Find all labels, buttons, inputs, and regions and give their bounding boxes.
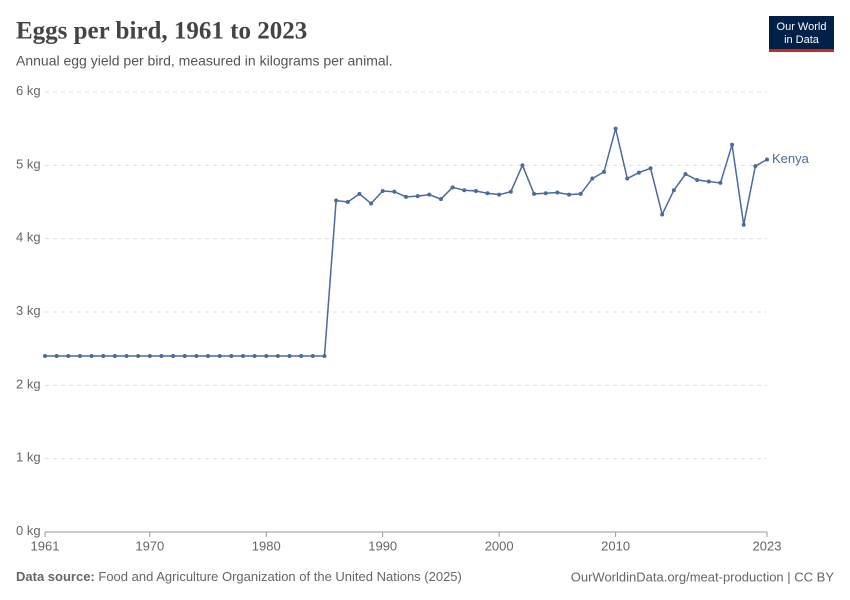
data-point <box>54 354 59 358</box>
data-point <box>753 164 758 169</box>
series-label: Kenya <box>772 151 810 166</box>
source-url[interactable]: OurWorldinData.org/meat-production | CC … <box>571 569 835 584</box>
data-point <box>625 176 630 181</box>
data-point <box>404 194 408 199</box>
data-point <box>450 185 455 190</box>
data-point <box>287 354 292 358</box>
data-point <box>671 188 676 193</box>
data-point <box>206 354 211 358</box>
data-point <box>240 354 245 358</box>
y-tick-label: 3 kg <box>16 303 41 318</box>
y-tick-label: 0 kg <box>16 523 41 538</box>
data-point <box>264 354 269 358</box>
data-point <box>473 189 478 193</box>
data-point <box>427 192 432 197</box>
data-point <box>741 222 746 227</box>
data-point <box>765 157 769 162</box>
data-point <box>77 354 82 358</box>
data-point <box>590 176 595 181</box>
x-tick-label: 2023 <box>753 538 782 553</box>
logo-text: in Data <box>784 34 820 46</box>
data-point <box>380 189 385 193</box>
data-point <box>310 354 315 358</box>
data-point <box>578 191 583 196</box>
source-label: Data source: <box>16 569 95 584</box>
data-point <box>508 189 513 194</box>
source: Data source: Food and Agriculture Organi… <box>16 569 462 584</box>
data-point <box>601 169 606 174</box>
series-line <box>45 128 768 357</box>
data-point <box>660 212 665 217</box>
data-point <box>89 354 94 358</box>
data-point <box>706 179 711 184</box>
chart-subtitle: Annual egg yield per bird, measured in k… <box>16 53 393 69</box>
data-point <box>112 354 117 358</box>
data-point <box>194 354 199 358</box>
data-point <box>695 178 700 182</box>
data-point <box>147 354 152 358</box>
data-point <box>613 126 618 131</box>
data-point <box>357 191 362 196</box>
data-point <box>497 192 502 197</box>
data-point <box>345 200 350 204</box>
x-tick-label: 1970 <box>135 538 164 553</box>
data-point <box>334 198 339 203</box>
data-point <box>252 354 257 358</box>
data-point <box>520 163 525 168</box>
data-point <box>275 354 280 358</box>
data-point <box>136 354 141 358</box>
x-tick-label: 1961 <box>31 538 60 553</box>
data-point <box>159 354 164 358</box>
data-point <box>567 192 572 197</box>
logo[interactable] <box>769 16 834 52</box>
y-tick-label: 4 kg <box>16 230 41 245</box>
x-tick-label: 2010 <box>601 538 630 553</box>
data-point <box>683 172 688 177</box>
data-point <box>217 354 222 358</box>
y-tick-label: 6 kg <box>16 83 41 98</box>
data-point <box>299 354 304 358</box>
logo-bar <box>769 49 834 52</box>
data-point <box>124 354 129 358</box>
data-point <box>392 189 397 194</box>
data-point <box>532 191 537 196</box>
source-text: Food and Agriculture Organization of the… <box>98 569 462 584</box>
y-tick-label: 1 kg <box>16 450 41 465</box>
logo-text: Our World <box>777 21 827 33</box>
data-point <box>636 170 641 175</box>
x-tick-label: 2000 <box>485 538 514 553</box>
data-point <box>66 354 71 358</box>
x-tick-label: 1990 <box>368 538 397 553</box>
y-tick-label: 2 kg <box>16 376 41 391</box>
chart-title: Eggs per bird, 1961 to 2023 <box>16 18 307 45</box>
data-point <box>485 191 490 196</box>
data-point <box>648 166 653 171</box>
data-point <box>229 354 234 358</box>
data-point <box>462 188 467 193</box>
data-point <box>415 194 420 199</box>
data-point <box>730 142 735 147</box>
data-point <box>182 354 187 358</box>
data-point <box>555 190 560 195</box>
data-point <box>438 197 443 202</box>
data-point <box>543 191 548 196</box>
data-point <box>43 354 47 358</box>
data-point <box>322 354 327 358</box>
data-point <box>171 354 176 358</box>
x-tick-label: 1980 <box>252 538 281 553</box>
data-point <box>718 180 723 185</box>
y-tick-label: 5 kg <box>16 156 41 171</box>
data-point <box>369 201 374 206</box>
data-point <box>101 354 106 358</box>
